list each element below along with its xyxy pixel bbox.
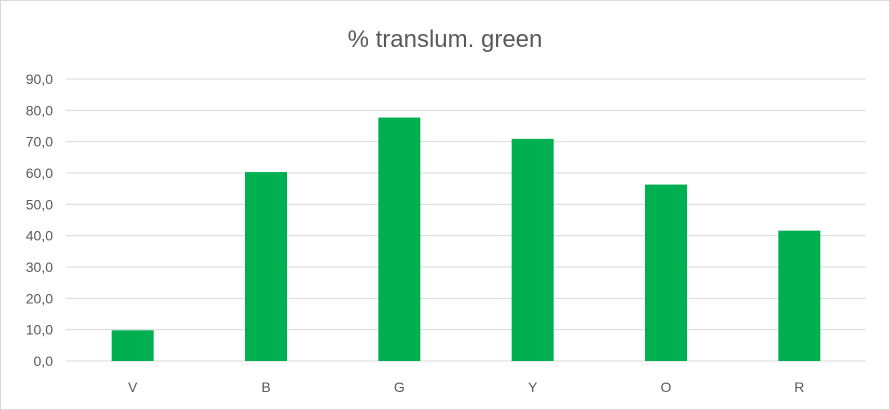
y-tick-label: 50,0 xyxy=(26,196,53,212)
y-axis-ticks: 0,0 10,0 20,0 30,0 40,0 50,0 60,0 70,0 80,0 90,0 xyxy=(26,71,53,369)
y-tick-label: 0,0 xyxy=(34,353,54,369)
bar-y xyxy=(511,138,554,361)
x-tick-label: V xyxy=(128,379,138,395)
bar-r xyxy=(778,230,821,361)
bars xyxy=(111,117,821,361)
bar-g xyxy=(378,117,421,361)
x-tick-label: G xyxy=(394,379,405,395)
bar-b xyxy=(245,172,287,361)
bar-v xyxy=(111,330,154,361)
x-tick-label: Y xyxy=(528,379,538,395)
gridlines xyxy=(66,78,866,362)
y-tick-label: 80,0 xyxy=(26,102,53,118)
y-tick-label: 90,0 xyxy=(26,71,53,87)
x-tick-label: R xyxy=(794,379,804,395)
y-tick-label: 10,0 xyxy=(26,322,53,338)
chart-title: % translum. green xyxy=(348,26,543,53)
y-tick-label: 40,0 xyxy=(26,228,53,244)
y-tick-label: 70,0 xyxy=(26,134,53,150)
x-tick-label: B xyxy=(261,379,270,395)
x-tick-label: O xyxy=(661,379,672,395)
bar-o xyxy=(645,184,687,361)
y-tick-label: 20,0 xyxy=(26,290,53,306)
y-tick-label: 30,0 xyxy=(26,259,53,275)
y-tick-label: 60,0 xyxy=(26,165,53,181)
